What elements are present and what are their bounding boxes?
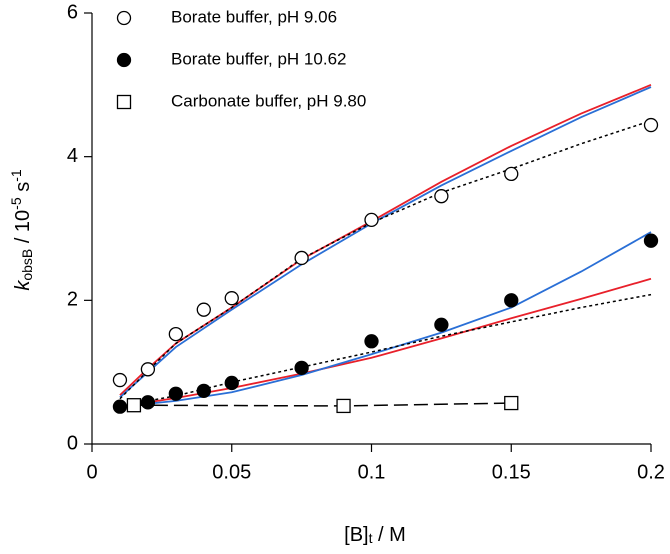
y-tick-label: 4 [67,145,78,167]
legend-marker [116,10,132,26]
marker [168,326,184,342]
legend-label: Borate buffer, pH 9.06 [171,7,337,26]
x-axis-label: [B]t / M [344,524,406,546]
fit-line [119,86,652,398]
marker [504,395,519,411]
fit-line [119,231,652,408]
legend-label: Carbonate buffer, pH 9.80 [171,91,366,110]
x-tick-label: 0.05 [212,461,251,483]
y-axis-label: kobsB / 10-5 s-1 [8,169,35,291]
marker [336,398,351,414]
connect-line [133,402,512,407]
marker [224,375,239,391]
y-tick-label: 0 [67,432,78,454]
marker [434,189,449,204]
fit-line [119,84,652,396]
x-tick-label: 0.15 [492,461,531,483]
y-tick-label: 6 [67,1,78,23]
marker [434,317,449,332]
marker [112,372,128,388]
marker [224,291,239,306]
marker [126,398,142,413]
marker [196,302,211,317]
marker [364,212,379,228]
marker [140,362,156,377]
marker [643,233,659,248]
marker [643,117,659,133]
legend-marker [116,52,132,68]
x-tick-label: 0.2 [637,461,665,483]
marker [504,293,519,308]
marker [294,250,309,266]
x-tick-label: 0.1 [358,461,386,483]
fit-line [119,277,652,408]
marker [504,166,519,182]
fit-line [119,293,652,408]
legend-label: Borate buffer, pH 10.62 [171,49,346,68]
fit-line [119,120,652,400]
marker [112,399,128,414]
marker [168,386,184,401]
x-tick-label: 0 [86,461,97,483]
marker [364,334,379,349]
marker [294,360,309,376]
marker [140,395,156,410]
legend-marker [116,94,132,110]
y-tick-label: 2 [67,289,78,311]
marker [196,383,211,398]
